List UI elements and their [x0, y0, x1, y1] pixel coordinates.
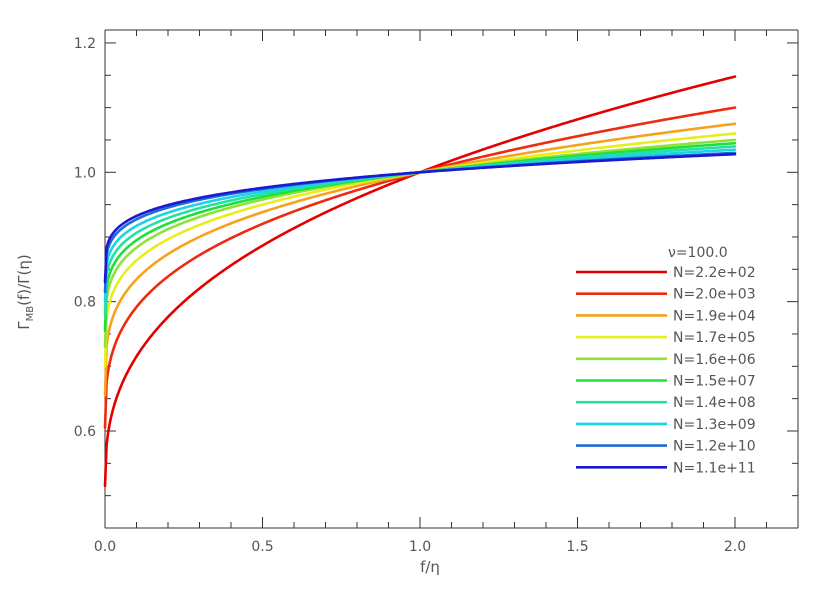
- legend-title: ν=100.0: [668, 245, 728, 261]
- legend-label: N=1.4e+08: [673, 395, 756, 411]
- y-tick-label: 1.2: [74, 36, 96, 52]
- x-tick-label: 0.5: [251, 539, 273, 555]
- legend-items: N=2.2e+02 N=2.0e+03 N=1.9e+04 N=1.7e+05 N=1.…: [576, 265, 756, 476]
- y-axis-label: ΓMB(f)/Γ(η): [15, 254, 36, 329]
- legend-label: N=1.1e+11: [673, 460, 756, 476]
- legend-label: N=1.7e+05: [673, 330, 756, 346]
- x-tick-label: 2.0: [724, 539, 746, 555]
- y-tick-label: 0.8: [74, 295, 96, 311]
- x-axis-label: f/η: [420, 558, 440, 576]
- legend-label: N=1.9e+04: [673, 308, 756, 324]
- legend-label: N=2.2e+02: [673, 265, 756, 281]
- x-tick-label: 1.5: [566, 539, 588, 555]
- legend-label: N=1.5e+07: [673, 374, 756, 390]
- y-axis-label-main: Γ: [15, 321, 33, 330]
- y-axis-label-sub: MB: [25, 306, 36, 322]
- legend-label: N=1.2e+10: [673, 439, 756, 455]
- legend-label: N=1.6e+06: [673, 352, 756, 368]
- x-tick-label: 0.0: [94, 539, 116, 555]
- legend-label: N=1.3e+09: [673, 417, 756, 433]
- series-line: [103, 152, 737, 284]
- y-tick-label: 0.6: [74, 424, 96, 440]
- y-axis-label-rest: (f)/Γ(η): [15, 254, 33, 306]
- legend: ν=100.0 N=2.2e+02 N=2.0e+03 N=1.9e+04 N=1.7…: [576, 245, 756, 476]
- series-line: [103, 132, 737, 368]
- x-tick-label: 1.0: [409, 539, 431, 555]
- tick-labels: 0.0 0.5 1.0 1.5 2.0 0.6 0.8 1.0 1.2: [74, 36, 746, 555]
- series-line: [103, 122, 737, 397]
- legend-label: N=2.0e+03: [673, 287, 756, 303]
- series-lines: [103, 75, 737, 488]
- y-tick-label: 1.0: [74, 165, 96, 181]
